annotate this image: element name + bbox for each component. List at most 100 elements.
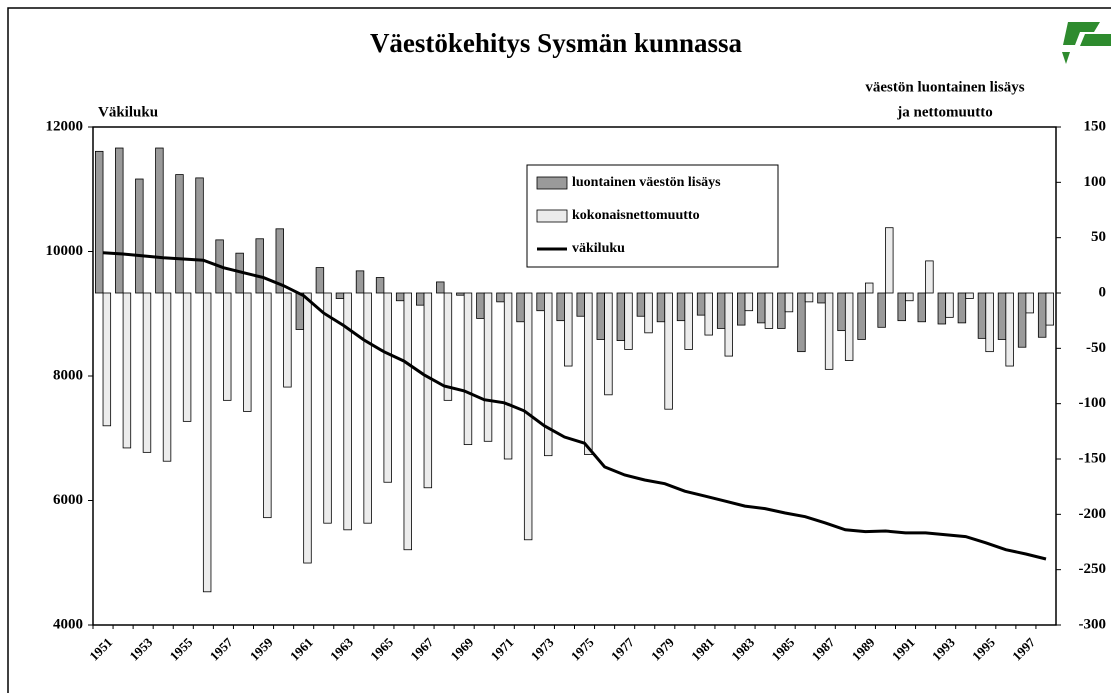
bar (295, 292, 305, 330)
bar (463, 292, 473, 446)
bar (937, 292, 947, 325)
bar (757, 292, 766, 324)
bar (383, 292, 392, 483)
y2-tick-label: -150 (1079, 450, 1107, 466)
bar (897, 292, 906, 322)
bar (737, 292, 746, 326)
y-tick-label: 4000 (53, 616, 83, 632)
bar (275, 228, 284, 294)
bar (243, 292, 252, 412)
y-axis-label: Väkiluku (98, 104, 158, 120)
bar (837, 292, 846, 332)
bar (375, 277, 385, 294)
frame (7, 7, 1111, 693)
y-tick-label: 8000 (53, 367, 83, 383)
legend-label: väkiluku (572, 241, 625, 256)
y2-tick-label: -50 (1086, 340, 1106, 356)
bar (102, 292, 112, 427)
bar (343, 292, 352, 531)
bar (564, 292, 573, 367)
bar (917, 292, 926, 323)
bar (624, 292, 633, 350)
y2-tick-label: 0 (1099, 284, 1107, 300)
bar (115, 147, 124, 294)
y-tick-label: 12000 (46, 118, 84, 134)
bar (182, 292, 192, 422)
bar (724, 292, 733, 357)
y2-tick-label: 50 (1091, 229, 1106, 245)
bar (997, 292, 1007, 340)
bar (704, 292, 713, 336)
bar (483, 292, 493, 442)
bar (175, 174, 184, 294)
bar (556, 292, 565, 322)
bar (844, 292, 854, 361)
chart-title: Väestökehitys Sysmän kunnassa (370, 28, 743, 58)
bar (977, 292, 987, 339)
y2-tick-label: 100 (1084, 174, 1107, 190)
bar (584, 292, 593, 455)
bar (142, 292, 152, 453)
bar (777, 292, 786, 329)
bar (885, 227, 894, 294)
bar (496, 292, 505, 303)
bar (636, 292, 646, 317)
y2-tick-label: -250 (1079, 561, 1107, 577)
bar (303, 292, 312, 564)
bar (857, 292, 866, 340)
bar (476, 292, 485, 319)
bar (965, 292, 974, 299)
bar (985, 292, 994, 353)
bar (135, 178, 144, 294)
bar (644, 292, 653, 334)
bar (255, 238, 264, 294)
bar (797, 292, 806, 353)
bar (95, 150, 104, 294)
bar (1025, 292, 1034, 314)
bar (596, 292, 605, 340)
legend-label: luontainen väestön lisäys (572, 175, 721, 190)
bar (764, 292, 774, 329)
bar (202, 292, 212, 593)
y2-axis-label: väestön luontainen lisäys (865, 79, 1024, 95)
line (102, 251, 1047, 561)
bar (1037, 292, 1047, 338)
bar (223, 292, 232, 401)
bar (1005, 292, 1014, 367)
y2-tick-label: 150 (1084, 118, 1107, 134)
y2-tick-label: -100 (1079, 395, 1107, 411)
bar (925, 260, 934, 294)
bar (744, 292, 754, 312)
bar (604, 292, 613, 396)
bar (817, 292, 826, 304)
legend-label: kokonaisnettomuutto (572, 208, 700, 223)
bar (684, 292, 693, 350)
bar (283, 292, 292, 388)
bar (363, 292, 372, 524)
legend-swatch (536, 176, 568, 190)
bar (1045, 292, 1054, 326)
y-tick-label: 10000 (46, 243, 84, 259)
bar (263, 292, 272, 519)
bar (877, 292, 886, 328)
bar (957, 292, 967, 324)
bar (905, 292, 914, 302)
bar (162, 292, 172, 462)
bar (664, 292, 673, 410)
bar (824, 292, 834, 370)
bar (576, 292, 585, 317)
bar (443, 292, 453, 401)
logo (1062, 22, 1111, 64)
bar (696, 292, 706, 316)
y2-tick-label: -200 (1079, 506, 1107, 522)
bar (122, 292, 132, 449)
y-tick-label: 6000 (53, 492, 83, 508)
bar (676, 292, 686, 322)
bar (315, 267, 325, 294)
bar (155, 147, 164, 294)
bar (544, 292, 553, 457)
bar (716, 292, 726, 329)
bar (416, 292, 425, 306)
bar (323, 292, 332, 524)
y2-tick-label: -300 (1079, 616, 1107, 632)
